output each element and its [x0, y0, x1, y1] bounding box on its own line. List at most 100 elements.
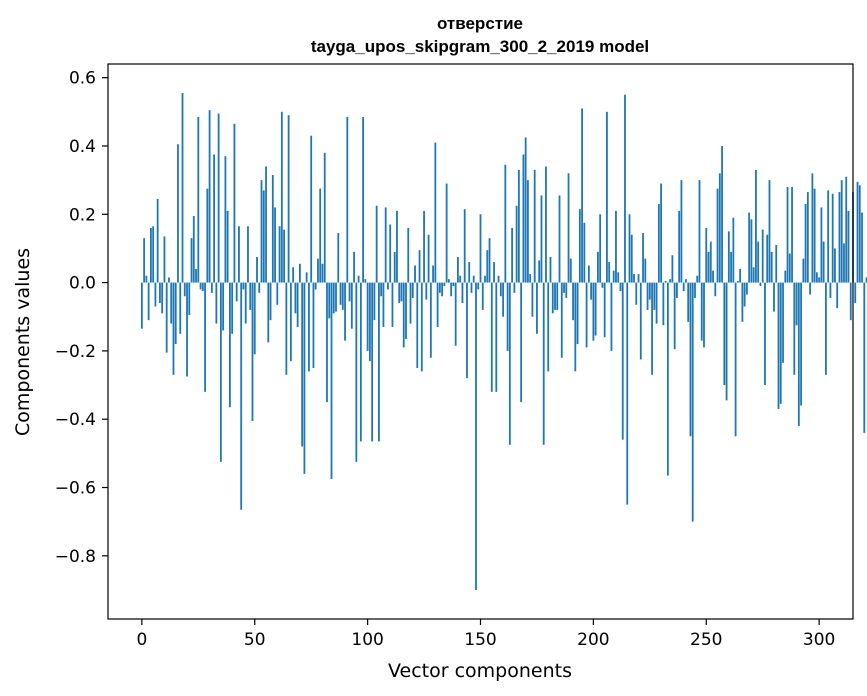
- bar-component-294: [804, 204, 807, 283]
- bar-component-284: [782, 282, 784, 363]
- bar-component-26: [199, 282, 202, 290]
- bar-component-271: [752, 267, 755, 283]
- bar-component-214: [624, 94, 626, 283]
- bar-component-234: [669, 279, 672, 283]
- bar-component-86: [335, 282, 337, 312]
- bar-component-147: [472, 275, 475, 283]
- bar-component-126: [425, 282, 428, 300]
- bar-component-43: [238, 226, 240, 283]
- bar-component-130: [434, 142, 437, 283]
- bar-component-47: [247, 226, 249, 283]
- y-axis-ticks: −0.8 −0.6 −0.4 −0.2 0.0 0.2 0.4 0.6: [55, 69, 108, 567]
- bar-component-97: [359, 282, 362, 442]
- bar-component-304: [827, 190, 830, 283]
- bar-component-44: [240, 282, 243, 510]
- bar-component-16: [177, 144, 179, 283]
- bar-component-202: [596, 251, 599, 283]
- bar-component-288: [791, 186, 793, 283]
- bar-component-249: [703, 282, 705, 348]
- bar-component-78: [317, 258, 319, 283]
- bar-component-154: [488, 238, 491, 283]
- bar-component-95: [355, 282, 358, 462]
- bar-component-152: [484, 275, 486, 283]
- bar-component-119: [409, 282, 412, 324]
- bar-component-276: [764, 282, 766, 386]
- bar-component-289: [793, 282, 796, 375]
- bar-component-222: [642, 233, 644, 283]
- bar-component-8: [159, 282, 161, 304]
- bar-component-181: [549, 256, 552, 283]
- bar-component-51: [256, 256, 258, 283]
- bar-component-101: [368, 282, 371, 362]
- bar-component-293: [802, 258, 805, 283]
- bar-component-207: [608, 262, 611, 283]
- bar-component-250: [705, 227, 708, 283]
- x-tick-label: 300: [803, 630, 835, 650]
- plot-frame: [107, 63, 854, 620]
- y-tick-label: 0.4: [69, 137, 96, 157]
- bar-component-170: [524, 137, 527, 283]
- bar-component-233: [666, 282, 669, 476]
- bar-component-23: [192, 215, 195, 283]
- bar-component-153: [486, 250, 489, 283]
- bar-component-144: [466, 282, 468, 379]
- bar-component-138: [452, 282, 455, 286]
- bar-component-92: [348, 282, 351, 302]
- x-axis-label: Vector components: [388, 660, 572, 682]
- bar-component-277: [766, 234, 769, 283]
- bar-component-88: [339, 282, 342, 305]
- bar-component-210: [615, 210, 617, 283]
- bar-component-258: [723, 282, 726, 386]
- bar-component-42: [235, 282, 238, 302]
- bar-component-268: [745, 282, 748, 295]
- bar-component-148: [475, 282, 477, 590]
- y-tick-label: −0.6: [55, 479, 96, 499]
- bar-component-36: [222, 282, 225, 331]
- bar-component-256: [718, 173, 721, 283]
- bar-component-206: [606, 111, 608, 283]
- bar-component-195: [581, 108, 583, 283]
- bar-component-27: [201, 282, 204, 292]
- bar-component-89: [341, 282, 344, 310]
- bar-component-98: [362, 116, 365, 283]
- bar-component-178: [542, 282, 545, 445]
- bar-component-128: [429, 282, 432, 358]
- bar-component-106: [380, 282, 383, 297]
- bar-component-31: [210, 282, 213, 293]
- bar-component-286: [786, 186, 789, 283]
- bar-component-306: [831, 193, 834, 283]
- bar-component-196: [583, 222, 586, 283]
- bar-component-9: [161, 282, 164, 314]
- bar-component-20: [186, 282, 188, 377]
- bar-component-72: [303, 282, 306, 474]
- bar-component-321: [865, 277, 867, 283]
- bar-component-267: [743, 282, 746, 307]
- bar-component-305: [829, 282, 832, 298]
- bar-component-68: [294, 282, 297, 314]
- bar-component-287: [788, 253, 791, 283]
- bar-component-192: [574, 282, 577, 372]
- x-tick-label: 100: [351, 630, 383, 650]
- bar-component-272: [755, 169, 757, 283]
- x-tick-label: 150: [464, 630, 496, 650]
- bar-component-123: [418, 250, 421, 283]
- bar-component-156: [493, 262, 495, 283]
- bar-component-203: [599, 214, 602, 283]
- x-tick-label: 200: [577, 630, 609, 650]
- bar-component-74: [308, 282, 310, 372]
- bar-component-109: [387, 282, 389, 290]
- bar-component-34: [217, 113, 220, 283]
- bar-component-225: [648, 282, 651, 300]
- bar-component-25: [197, 116, 200, 283]
- bar-component-73: [305, 272, 308, 283]
- bar-component-290: [795, 282, 798, 326]
- bar-component-79: [319, 188, 322, 283]
- bar-component-7: [156, 198, 159, 283]
- bar-component-59: [274, 207, 276, 283]
- bar-component-213: [621, 282, 624, 440]
- y-tick-label: −0.4: [55, 410, 96, 430]
- bar-component-120: [411, 282, 414, 298]
- bar-component-127: [427, 234, 430, 283]
- bar-component-76: [312, 282, 315, 368]
- bar-component-182: [551, 282, 554, 314]
